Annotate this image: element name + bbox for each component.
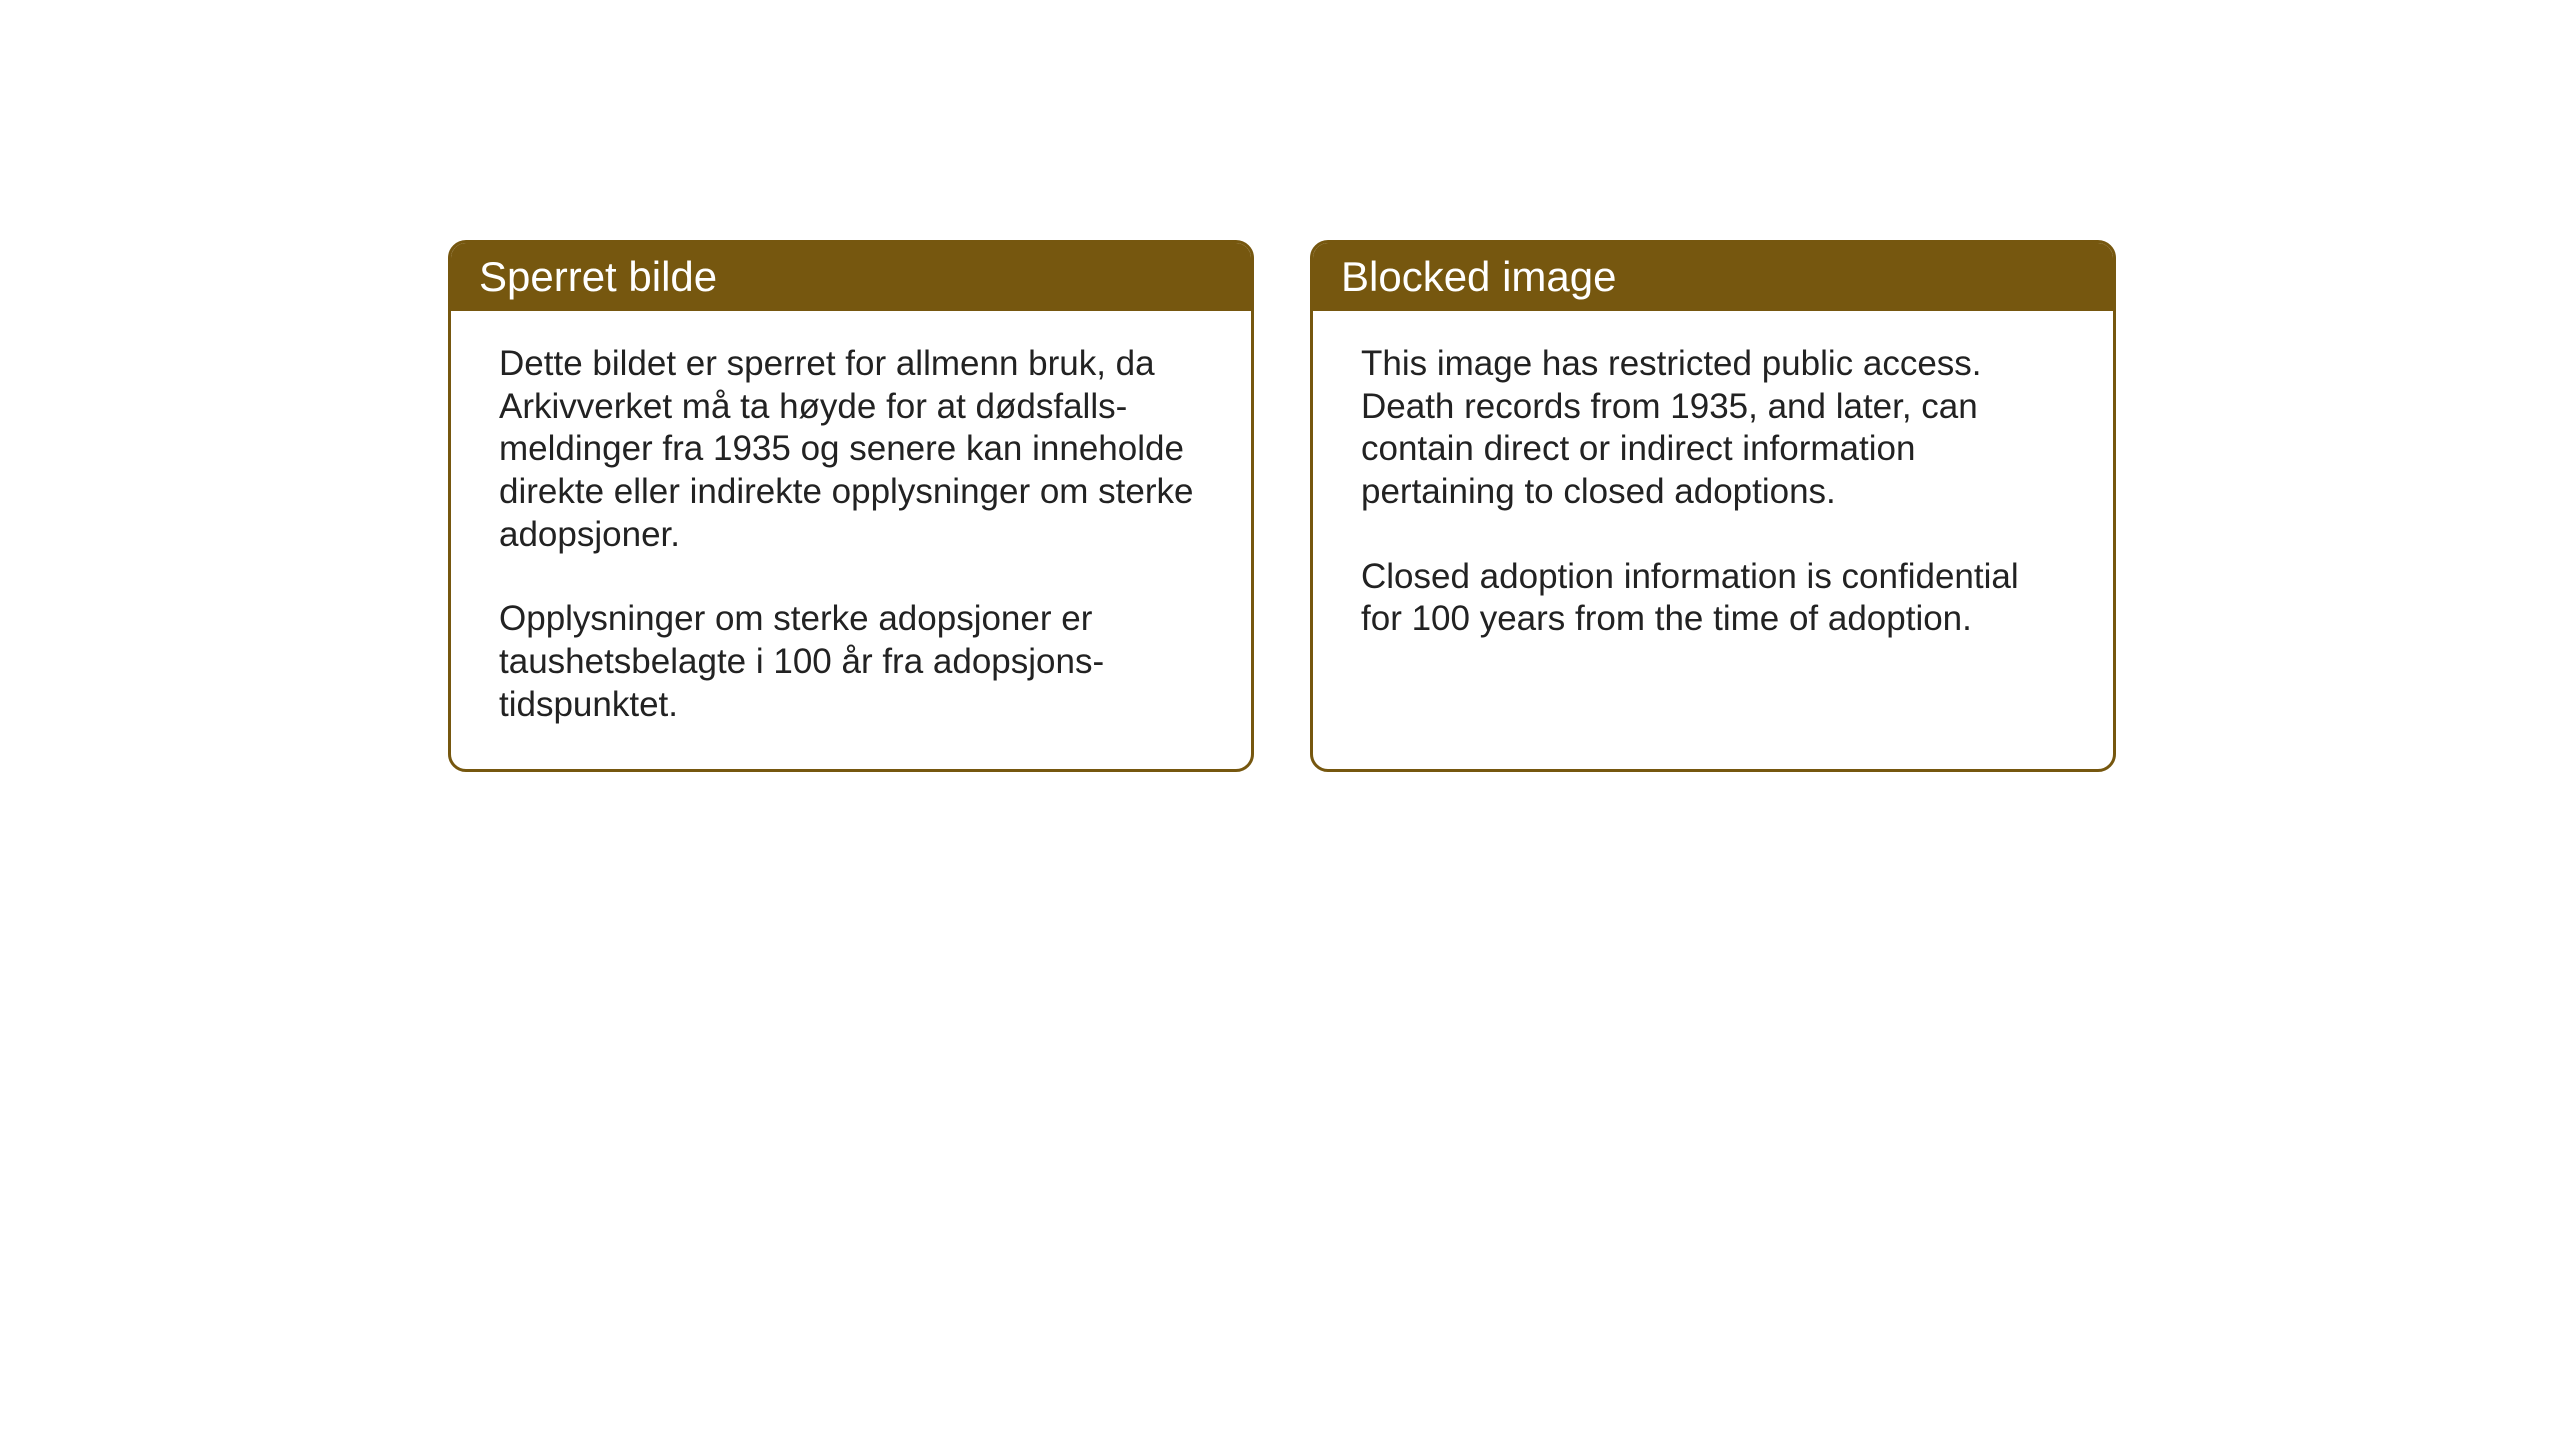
norwegian-paragraph-2: Opplysninger om sterke adopsjoner er tau… bbox=[499, 598, 1203, 726]
norwegian-card-title: Sperret bilde bbox=[451, 243, 1251, 311]
norwegian-paragraph-1: Dette bildet er sperret for allmenn bruk… bbox=[499, 343, 1203, 556]
norwegian-notice-card: Sperret bilde Dette bildet er sperret fo… bbox=[448, 240, 1254, 772]
notice-container: Sperret bilde Dette bildet er sperret fo… bbox=[448, 240, 2116, 772]
english-paragraph-2: Closed adoption information is confident… bbox=[1361, 556, 2065, 641]
english-card-body: This image has restricted public access.… bbox=[1313, 311, 2113, 683]
english-notice-card: Blocked image This image has restricted … bbox=[1310, 240, 2116, 772]
english-paragraph-1: This image has restricted public access.… bbox=[1361, 343, 2065, 514]
english-card-title: Blocked image bbox=[1313, 243, 2113, 311]
norwegian-card-body: Dette bildet er sperret for allmenn bruk… bbox=[451, 311, 1251, 769]
